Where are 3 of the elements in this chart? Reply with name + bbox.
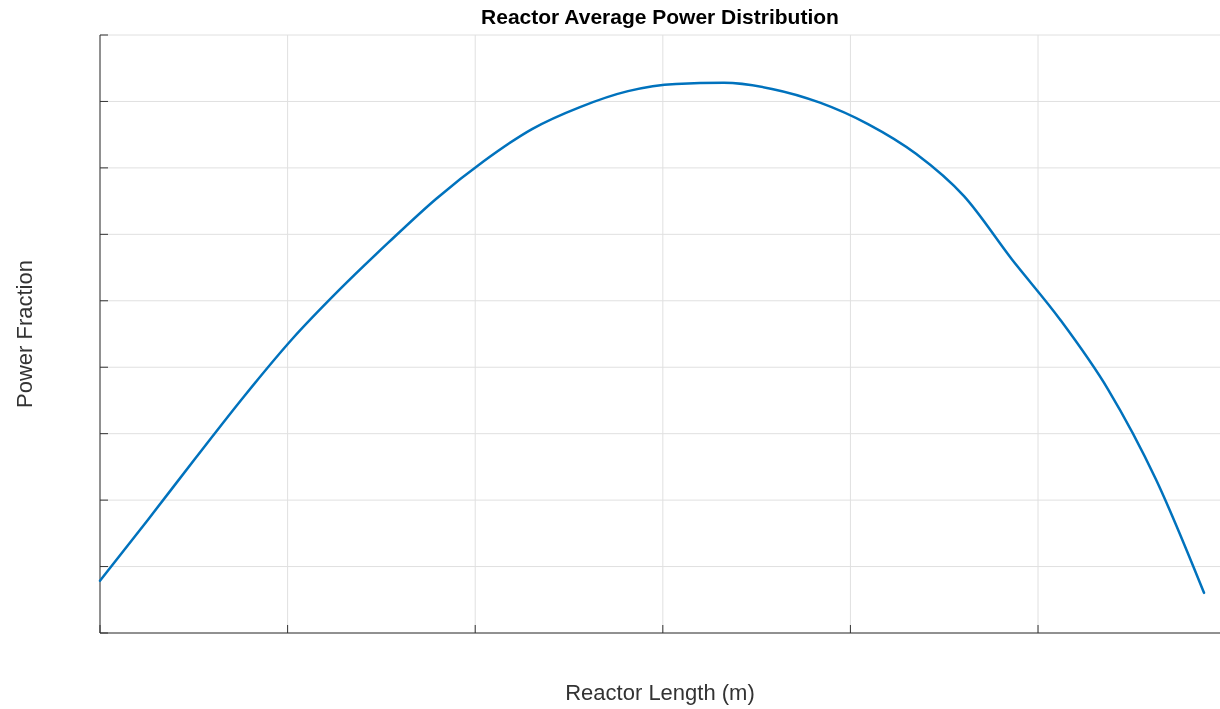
chart-title: Reactor Average Power Distribution [481, 5, 839, 28]
y-axis-title: Power Fraction [12, 260, 37, 408]
x-axis-title: Reactor Length (m) [565, 680, 755, 705]
